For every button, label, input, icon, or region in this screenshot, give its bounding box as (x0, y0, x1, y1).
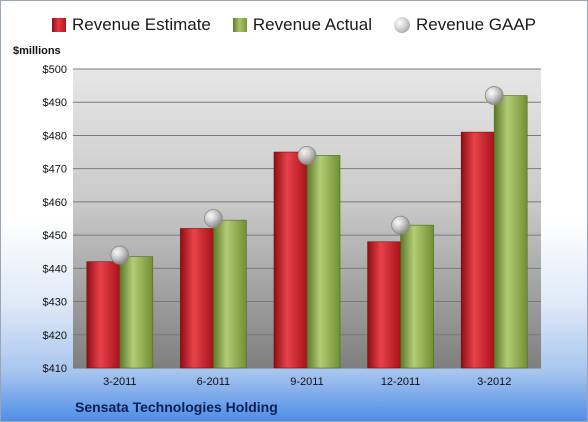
legend-item-estimate: Revenue Estimate (51, 15, 211, 35)
x-axis-ticks: 3-2011 6-2011 9-2011 12-2011 3-2012 (103, 376, 511, 388)
bar-revenue-estimate (367, 241, 401, 369)
marker-revenue-gaap (110, 245, 130, 265)
y-tick-label: $440 (43, 263, 67, 275)
x-tick-label: 9-2011 (290, 376, 323, 388)
y-tick-label: $500 (43, 64, 67, 76)
x-tick-label: 3-2011 (103, 376, 136, 388)
legend-item-actual: Revenue Actual (232, 15, 372, 35)
marker-revenue-gaap (203, 209, 223, 228)
bar-revenue-estimate (460, 131, 495, 369)
marker-revenue-gaap (484, 86, 504, 105)
y-tick-label: $450 (43, 230, 67, 242)
y-tick-label: $490 (43, 97, 67, 109)
y-tick-label: $470 (43, 164, 67, 176)
bar-revenue-actual (119, 256, 154, 369)
legend-item-gaap: Revenue GAAP (393, 15, 536, 35)
company-name: Sensata Technologies Holding (75, 399, 278, 415)
y-tick-label: $410 (43, 363, 67, 375)
legend-label-gaap: Revenue GAAP (415, 15, 536, 34)
y-axis-ticks: $410 $420 $430 $440 $450 $460 $470 $480 $490 $500 (43, 64, 67, 375)
bar-revenue-estimate (273, 151, 308, 369)
legend: Revenue Estimate Revenue Actual Revenue … (1, 15, 587, 35)
legend-swatch-gaap (393, 17, 410, 33)
legend-label-actual: Revenue Actual (252, 15, 372, 34)
y-tick-label: $480 (43, 130, 67, 142)
bar-revenue-actual (493, 95, 528, 369)
bar-revenue-actual (306, 155, 341, 369)
bar-revenue-estimate (86, 261, 121, 369)
x-tick-label: 12-2011 (381, 376, 421, 388)
y-tick-label: $460 (43, 197, 67, 209)
marker-revenue-gaap (297, 145, 317, 165)
legend-label-estimate: Revenue Estimate (71, 15, 211, 34)
bar-revenue-estimate (180, 228, 214, 369)
x-tick-label: 3-2012 (477, 376, 511, 388)
bars (86, 95, 528, 369)
x-tick-label: 6-2011 (197, 376, 230, 388)
y-tick-label: $430 (43, 297, 67, 309)
y-tick-label: $420 (43, 330, 67, 342)
gaap-markers (110, 86, 504, 265)
legend-swatch-actual (232, 18, 247, 32)
legend-swatch-estimate (51, 18, 66, 32)
bar-revenue-actual (213, 219, 247, 369)
y-axis-unit-label: $millions (13, 45, 61, 57)
marker-revenue-gaap (391, 215, 411, 235)
bar-revenue-actual (400, 224, 434, 369)
